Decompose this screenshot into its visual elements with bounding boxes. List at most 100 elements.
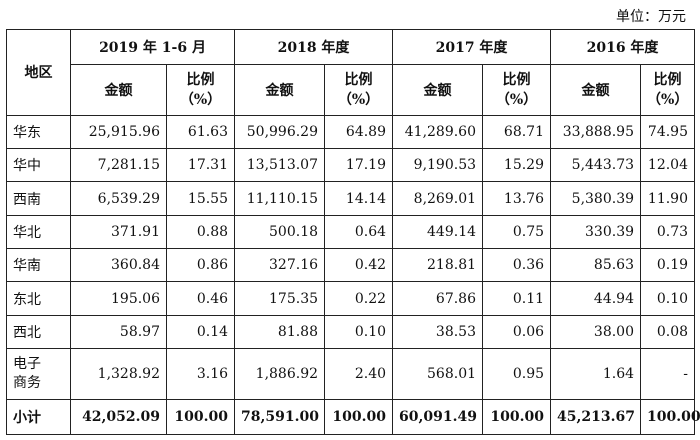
table-row: 华南 360.84 0.86 327.16 0.42 218.81 0.36 8… [6,248,696,283]
header-row-columns: 金额 比例 （%） 金额 比例 （%） 金额 比例 （%） 金额 比例 （%） [7,64,696,116]
header-period-2016: 2016 年度 [550,28,696,66]
table-row: 电子 商务 1,328.92 3.16 1,886.92 2.40 568.01 … [6,348,696,400]
ratio-cell: 0.86 [165,248,236,283]
header-ratio: 比例 （%） [482,64,552,116]
region-label: 西南 [6,181,71,216]
table-row: 西北 58.97 0.14 81.88 0.10 38.53 0.06 38.0… [6,314,696,350]
amount-cell: 8,269.01 [392,181,484,216]
amount-cell: 7,281.15 [70,148,167,183]
amount-cell: 5,380.39 [550,181,642,216]
ratio-cell: 17.19 [324,148,394,183]
ratio-cell: 100.00 [482,398,552,436]
ratio-cell: 0.75 [482,214,552,250]
total-row: 小计 42,052.09 100.00 78,591.00 100.00 60,… [6,398,700,436]
header-row-periods: 地区 2019 年 1-6 月 2018 年度 2017 年度 2016 年度 [6,28,696,116]
region-label: 东北 [6,281,71,316]
header-region: 地区 [6,29,71,116]
ratio-cell: 74.95 [640,114,696,150]
ratio-cell: - [640,348,696,400]
table-row: 华北 371.91 0.88 500.18 0.64 449.14 0.75 3… [6,214,696,250]
amount-cell: 38.53 [392,314,484,350]
amount-cell: 11,110.15 [234,181,326,216]
ratio-cell: 0.10 [640,281,696,316]
region-label: 华北 [6,214,71,250]
total-label: 小计 [6,398,71,436]
amount-cell: 175.35 [234,281,326,316]
ratio-cell: 0.64 [324,214,394,250]
header-period-2018: 2018 年度 [234,28,394,66]
amount-cell: 371.91 [70,214,167,250]
region-label: 华南 [6,248,71,283]
region-label: 西北 [6,314,71,350]
unit-label: 单位：万元 [616,9,686,25]
ratio-cell: 61.63 [165,114,236,150]
ratio-cell: 100.00 [640,398,700,436]
amount-cell: 58.97 [70,314,167,350]
ratio-cell: 100.00 [165,398,236,436]
header-amount: 金额 [392,64,484,116]
header-amount: 金额 [550,64,642,116]
amount-cell: 1,328.92 [70,348,167,400]
amount-cell: 33,888.95 [550,114,642,150]
ratio-cell: 12.04 [640,148,696,183]
sales-by-region-table: 地区 2019 年 1-6 月 2018 年度 2017 年度 2016 年度 … [6,28,700,436]
amount-cell: 78,591.00 [234,398,326,436]
header-ratio: 比例 （%） [165,64,236,116]
amount-cell: 327.16 [234,248,326,283]
table-row: 华东 25,915.96 61.63 50,996.29 64.89 41,28… [6,114,696,150]
header-ratio: 比例 （%） [640,64,696,116]
amount-cell: 500.18 [234,214,326,250]
amount-cell: 5,443.73 [550,148,642,183]
ratio-cell: 0.95 [482,348,552,400]
region-label: 电子 商务 [6,348,71,400]
table-row: 华中 7,281.15 17.31 13,513.07 17.19 9,190.… [6,148,696,183]
amount-cell: 1,886.92 [234,348,326,400]
table-row: 西南 6,539.29 15.55 11,110.15 14.14 8,269.… [6,181,696,216]
ratio-cell: 68.71 [482,114,552,150]
ratio-cell: 14.14 [324,181,394,216]
amount-cell: 195.06 [70,281,167,316]
ratio-cell: 0.73 [640,214,696,250]
ratio-cell: 100.00 [324,398,394,436]
ratio-cell: 0.46 [165,281,236,316]
region-label: 华东 [6,114,71,150]
amount-cell: 38.00 [550,314,642,350]
ratio-cell: 13.76 [482,181,552,216]
ratio-cell: 0.10 [324,314,394,350]
ratio-cell: 0.14 [165,314,236,350]
amount-cell: 85.63 [550,248,642,283]
amount-cell: 360.84 [70,248,167,283]
amount-cell: 6,539.29 [70,181,167,216]
header-amount: 金额 [234,64,326,116]
amount-cell: 9,190.53 [392,148,484,183]
amount-cell: 449.14 [392,214,484,250]
amount-cell: 1.64 [550,348,642,400]
amount-cell: 218.81 [392,248,484,283]
ratio-cell: 15.29 [482,148,552,183]
ratio-cell: 15.55 [165,181,236,216]
amount-cell: 13,513.07 [234,148,326,183]
amount-cell: 60,091.49 [392,398,484,436]
ratio-cell: 0.42 [324,248,394,283]
amount-cell: 41,289.60 [392,114,484,150]
amount-cell: 568.01 [392,348,484,400]
amount-cell: 50,996.29 [234,114,326,150]
amount-cell: 330.39 [550,214,642,250]
ratio-cell: 0.06 [482,314,552,350]
header-ratio: 比例 （%） [324,64,394,116]
header-period-2017: 2017 年度 [392,28,552,66]
ratio-cell: 17.31 [165,148,236,183]
amount-cell: 44.94 [550,281,642,316]
ratio-cell: 0.08 [640,314,696,350]
amount-cell: 81.88 [234,314,326,350]
header-amount: 金额 [70,64,167,116]
ratio-cell: 3.16 [165,348,236,400]
ratio-cell: 11.90 [640,181,696,216]
ratio-cell: 0.36 [482,248,552,283]
amount-cell: 45,213.67 [550,398,642,436]
amount-cell: 42,052.09 [70,398,167,436]
amount-cell: 67.86 [392,281,484,316]
ratio-cell: 2.40 [324,348,394,400]
amount-cell: 25,915.96 [70,114,167,150]
ratio-cell: 0.19 [640,248,696,283]
